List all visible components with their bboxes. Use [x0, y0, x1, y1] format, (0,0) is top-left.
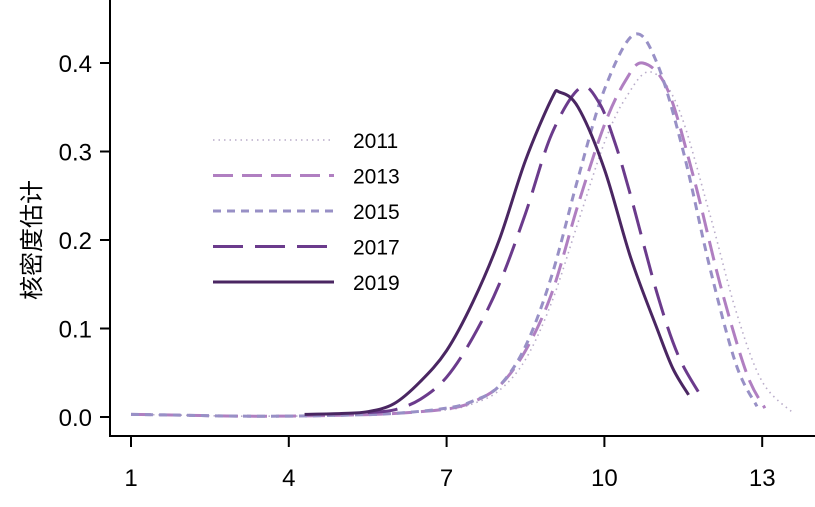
- x-ticks: 1 4 7 10 13: [124, 436, 776, 492]
- legend: 2011 2013 2015 2017 2019: [213, 130, 400, 295]
- x-tick-label: 10: [591, 465, 618, 492]
- series-curves: [130, 32, 795, 418]
- series-line-2015: [130, 32, 759, 418]
- y-tick-label: 0.0: [59, 405, 92, 432]
- y-ticks: 0.0 0.1 0.2 0.3 0.4: [59, 51, 110, 432]
- legend-label-2017: 2017: [353, 237, 400, 260]
- x-tick-label: 13: [749, 465, 776, 492]
- x-tick-label: 7: [440, 465, 453, 492]
- y-axis-label: 核密度估计: [18, 180, 46, 300]
- y-tick-label: 0.1: [59, 317, 92, 344]
- legend-label-2019: 2019: [353, 272, 400, 295]
- x-tick-label: 4: [282, 465, 295, 492]
- series-line-2011: [130, 71, 795, 418]
- y-tick-label: 0.3: [59, 140, 92, 167]
- x-tick-label: 1: [124, 465, 137, 492]
- legend-label-2011: 2011: [353, 130, 398, 153]
- y-tick-label: 0.2: [59, 228, 92, 255]
- series-line-2019: [304, 88, 690, 416]
- y-tick-label: 0.4: [59, 51, 92, 78]
- series-line-2017: [367, 85, 701, 415]
- legend-label-2013: 2013: [353, 166, 400, 189]
- legend-label-2015: 2015: [353, 201, 400, 224]
